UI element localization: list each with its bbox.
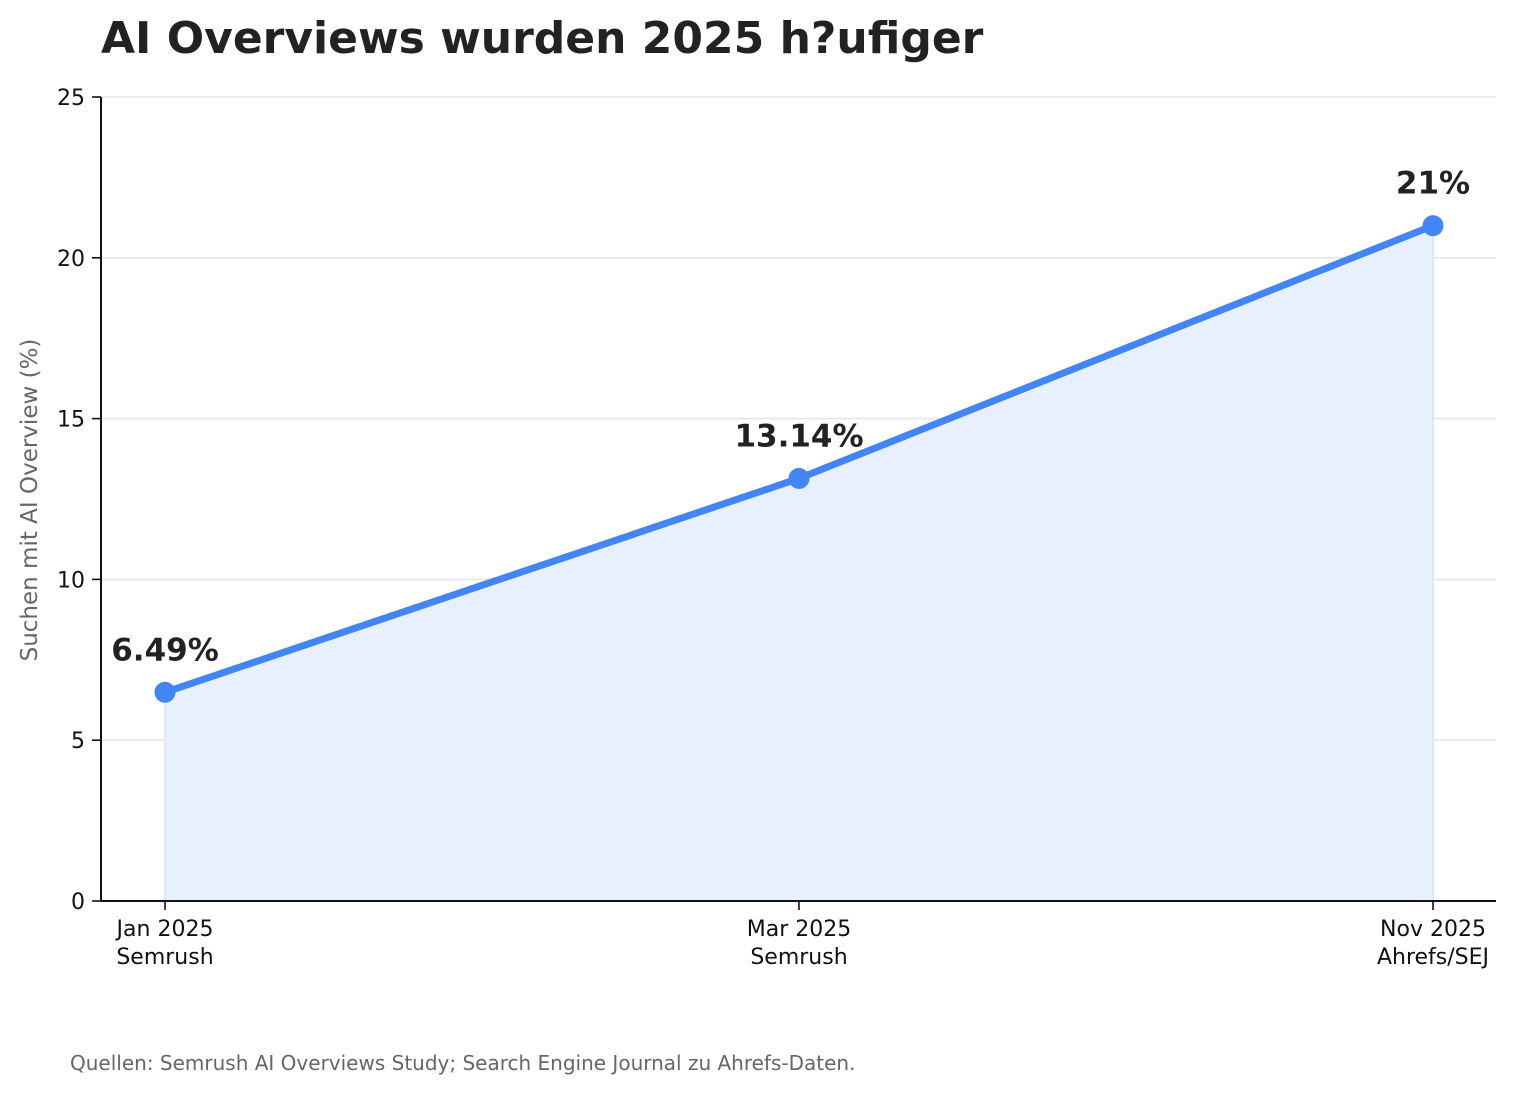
source-note: Quellen: Semrush AI Overviews Study; Sea… — [70, 1051, 855, 1075]
x-tick-label-date: Jan 2025 — [115, 917, 214, 942]
chart-title: AI Overviews wurden 2025 h?ufiger — [101, 13, 984, 64]
data-point — [154, 681, 176, 703]
data-points — [154, 215, 1444, 703]
y-tick-label: 15 — [57, 408, 85, 433]
x-axis-ticks: Jan 2025 Semrush Mar 2025 Semrush Nov 2025 Ah… — [115, 901, 1489, 970]
y-tick-label: 20 — [57, 247, 85, 272]
area-fill-layer — [164, 224, 1434, 902]
y-tick-label: 5 — [71, 729, 85, 754]
data-point — [788, 467, 810, 489]
data-label: 21% — [1396, 166, 1470, 202]
x-tick-label-source: Semrush — [750, 945, 847, 970]
x-tick-label-source: Semrush — [116, 945, 213, 970]
data-labels: 6.49% 13.14% 21% — [111, 166, 1470, 669]
y-axis-label: Suchen mit AI Overview (%) — [17, 339, 43, 662]
y-axis-ticks: 0 5 10 15 20 25 — [57, 86, 101, 915]
y-tick-label: 10 — [57, 568, 85, 593]
data-point — [1422, 215, 1444, 237]
data-label: 13.14% — [734, 418, 863, 454]
x-tick-label-date: Nov 2025 — [1380, 917, 1486, 942]
data-label: 6.49% — [111, 632, 219, 668]
y-tick-label: 0 — [71, 890, 85, 915]
area-fill — [164, 224, 1434, 902]
x-tick-label-source: Ahrefs/SEJ — [1377, 945, 1489, 970]
y-tick-label: 25 — [57, 86, 85, 111]
x-tick-label-date: Mar 2025 — [747, 917, 852, 942]
